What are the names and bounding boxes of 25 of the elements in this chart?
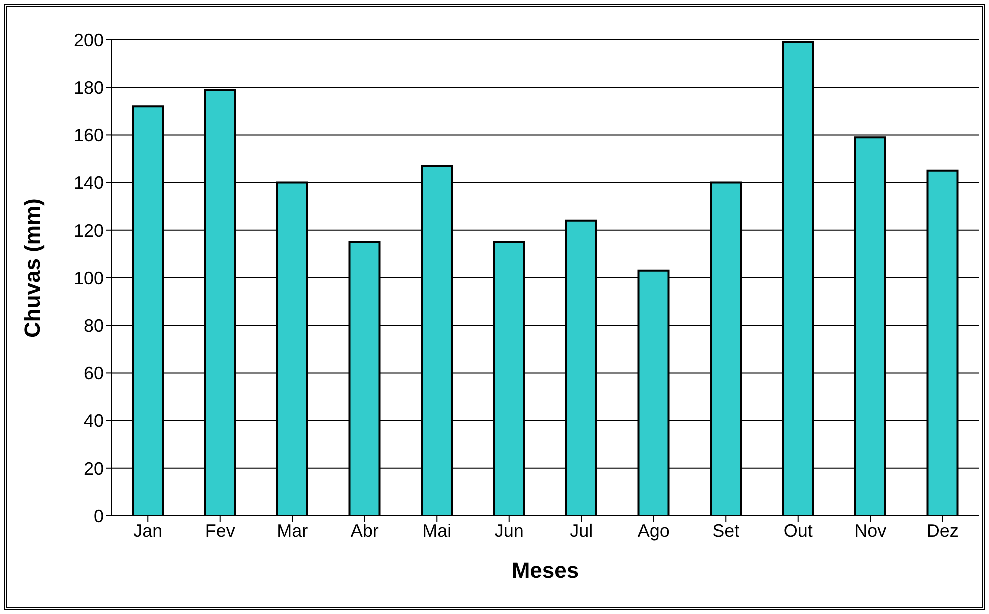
x-tick-label: Mar bbox=[277, 520, 308, 541]
y-tick-label: 140 bbox=[74, 173, 104, 194]
x-tick-label: Nov bbox=[854, 520, 887, 541]
x-axis-title: Meses bbox=[512, 558, 580, 583]
y-tick-label: 120 bbox=[74, 220, 104, 241]
x-tick-label: Mai bbox=[422, 520, 452, 541]
y-tick-label: 80 bbox=[84, 316, 104, 336]
y-tick-label: 160 bbox=[74, 126, 104, 146]
y-tick-label: 40 bbox=[84, 411, 104, 432]
y-tick-label: 200 bbox=[74, 30, 104, 50]
y-tick-label: 180 bbox=[74, 78, 104, 98]
x-tick-label: Abr bbox=[350, 520, 379, 541]
y-axis-title: Chuvas (mm) bbox=[20, 198, 45, 338]
x-tick-label: Jun bbox=[494, 520, 524, 541]
y-tick-label: 60 bbox=[84, 364, 104, 384]
x-tick-label: Jan bbox=[134, 520, 163, 541]
y-tick-label: 100 bbox=[74, 268, 104, 288]
x-tick-label: Dez bbox=[926, 520, 959, 541]
x-tick-label: Jul bbox=[570, 520, 594, 541]
y-tick-label: 0 bbox=[94, 506, 104, 526]
y-tick-label: 20 bbox=[84, 458, 104, 479]
x-tick-label: Fev bbox=[205, 520, 236, 541]
x-tick-label: Ago bbox=[638, 520, 670, 541]
x-tick-label: Out bbox=[784, 520, 813, 541]
x-tick-label: Set bbox=[712, 520, 740, 541]
